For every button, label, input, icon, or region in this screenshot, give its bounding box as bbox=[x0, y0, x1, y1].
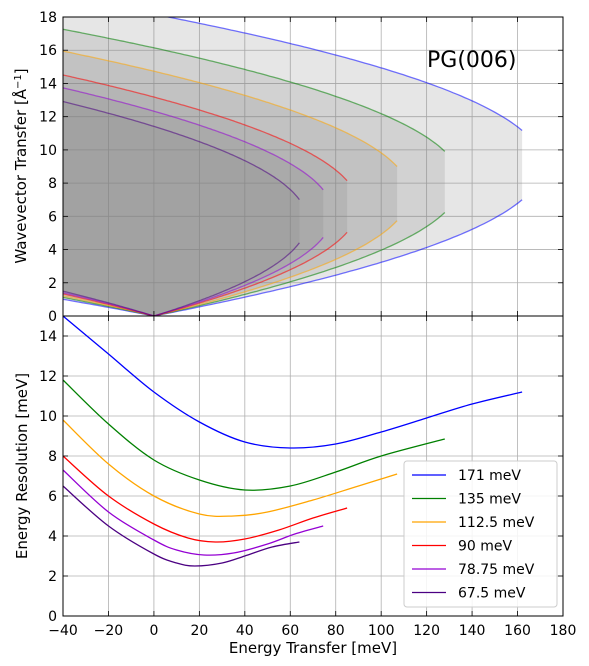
x-tick-label: −20 bbox=[94, 623, 124, 639]
lower-limit-line-90 bbox=[63, 231, 348, 316]
x-axis-label: Energy Transfer [meV] bbox=[229, 639, 397, 657]
upper-limit-line-67.5 bbox=[63, 100, 300, 201]
top-y-tick-label: 12 bbox=[39, 110, 57, 126]
coverage-fill-112.5 bbox=[63, 51, 398, 316]
bottom-y-tick-label: 2 bbox=[48, 569, 57, 585]
upper-limit-line-78.75 bbox=[63, 87, 324, 191]
coverage-fill-90 bbox=[63, 75, 348, 316]
bottom-y-tick-label: 14 bbox=[39, 329, 57, 345]
top-panel: 0 2 4 6 8 10 12 14 16 18 PG(006) Wavevector Trans… bbox=[11, 10, 564, 325]
top-y-axis-label: Wavevector Transfer [Å−1] bbox=[11, 68, 30, 263]
top-series-lines bbox=[63, 17, 523, 316]
upper-limit-line-112.5 bbox=[63, 50, 398, 167]
bottom-y-tick-label: 0 bbox=[48, 609, 57, 625]
x-tick-label: 40 bbox=[236, 623, 254, 639]
resolution-line-5 bbox=[63, 485, 300, 567]
x-tick-label: 80 bbox=[327, 623, 345, 639]
bottom-y-tick-label: 12 bbox=[39, 369, 57, 385]
coverage-fill-135 bbox=[63, 29, 445, 316]
bottom-y-tick-label: 6 bbox=[48, 489, 57, 505]
top-y-tick-label: 2 bbox=[48, 276, 57, 292]
legend-label: 78.75 meV bbox=[458, 562, 535, 578]
bottom-y-tick-label: 4 bbox=[48, 529, 57, 545]
x-tick-label: 160 bbox=[504, 623, 531, 639]
lower-limit-line-78.75 bbox=[63, 236, 324, 316]
top-ticks: 0 2 4 6 8 10 12 14 16 18 bbox=[39, 10, 564, 325]
resolution-line-0 bbox=[63, 316, 523, 449]
legend-label: 67.5 meV bbox=[458, 586, 526, 602]
x-tick-label: 0 bbox=[149, 623, 158, 639]
legend-label: 112.5 meV bbox=[458, 515, 535, 531]
x-tick-label: −40 bbox=[48, 623, 78, 639]
x-tick-label: 60 bbox=[281, 623, 299, 639]
bottom-axes-frame bbox=[62, 315, 564, 617]
top-y-tick-label: 0 bbox=[48, 309, 57, 325]
legend-label: 90 meV bbox=[458, 539, 513, 555]
x-tick-label: 120 bbox=[413, 623, 440, 639]
top-y-tick-label: 8 bbox=[48, 176, 57, 192]
annotation-pg006: PG(006) bbox=[427, 48, 516, 73]
legend-label: 171 meV bbox=[458, 468, 521, 484]
coverage-fill-78.75 bbox=[63, 87, 324, 316]
top-y-tick-label: 10 bbox=[39, 143, 57, 159]
x-tick-label: 140 bbox=[459, 623, 486, 639]
resolution-line-4 bbox=[63, 469, 324, 556]
bottom-y-axis-label: Energy Resolution [meV] bbox=[13, 373, 31, 559]
lower-limit-line-112.5 bbox=[63, 220, 398, 316]
top-shaded-regions bbox=[63, 17, 523, 316]
x-tick-label: 180 bbox=[550, 623, 577, 639]
bottom-ticks: −40 −20 0 20 40 60 80 100 120 140 160 180 0 2 4 6 8 10 12 1… bbox=[39, 316, 576, 639]
upper-limit-line-135 bbox=[63, 28, 446, 152]
legend-label: 135 meV bbox=[458, 492, 521, 508]
bottom-panel: −40 −20 0 20 40 60 80 100 120 140 160 180 0 2 4 6 8 10 12 1… bbox=[13, 315, 576, 657]
upper-limit-line-171 bbox=[164, 17, 523, 132]
top-y-tick-label: 16 bbox=[39, 43, 57, 59]
legend-box bbox=[403, 460, 558, 608]
upper-limit-line-90 bbox=[63, 74, 348, 182]
x-tick-label: 20 bbox=[190, 623, 208, 639]
lower-limit-line-67.5 bbox=[63, 242, 300, 316]
top-y-tick-label: 18 bbox=[39, 10, 57, 26]
coverage-fill-171 bbox=[63, 17, 523, 316]
legend: 171 meV 135 meV 112.5 meV 90 meV 78.75 meV 67… bbox=[403, 460, 558, 608]
top-y-tick-label: 14 bbox=[39, 76, 57, 92]
resolution-line-1 bbox=[63, 379, 445, 491]
bottom-y-tick-label: 8 bbox=[48, 449, 57, 465]
coverage-fill-67.5 bbox=[63, 101, 300, 316]
top-y-tick-label: 4 bbox=[48, 243, 57, 259]
bottom-y-tick-label: 10 bbox=[39, 409, 57, 425]
top-y-tick-label: 6 bbox=[48, 209, 57, 225]
bottom-series-lines bbox=[63, 316, 523, 567]
x-tick-label: 100 bbox=[368, 623, 395, 639]
resolution-line-2 bbox=[63, 419, 398, 518]
resolution-line-3 bbox=[63, 455, 348, 543]
